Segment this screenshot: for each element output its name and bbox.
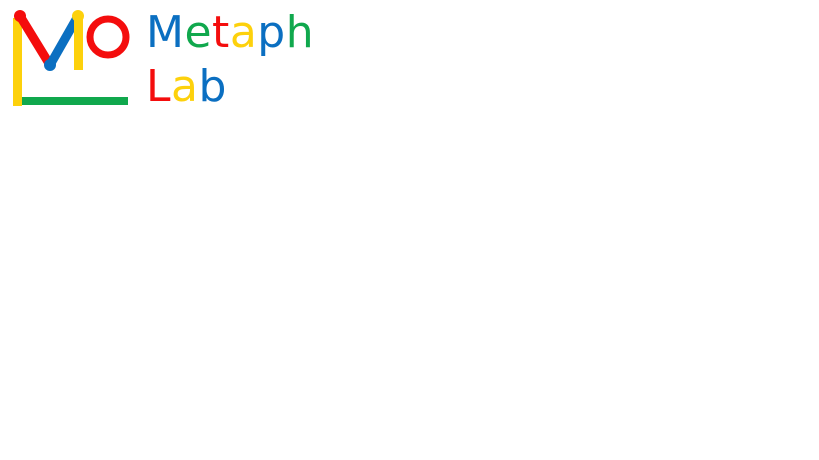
metaph-lab-logo: Metaph Lab	[0, 0, 320, 120]
brand-letter: a	[229, 7, 258, 58]
brand-line-2: Lab	[146, 60, 314, 114]
logo-mark-icon	[13, 10, 130, 106]
brand-letter: e	[184, 7, 213, 58]
brand-letter: M	[146, 7, 185, 58]
brand-letter: h	[285, 7, 315, 58]
brand-letter: L	[146, 61, 172, 112]
brand-letter: p	[257, 7, 286, 58]
brand-letter: b	[198, 61, 227, 112]
brand-wordmark: Metaph Lab	[146, 6, 314, 114]
brand-line-1: Metaph	[146, 6, 314, 60]
brand-letter: t	[212, 7, 230, 58]
brand-letter: a	[171, 61, 199, 112]
